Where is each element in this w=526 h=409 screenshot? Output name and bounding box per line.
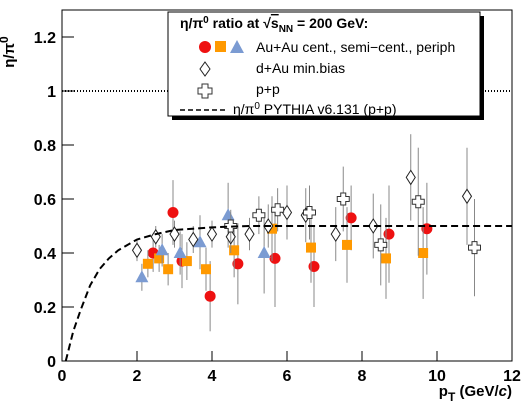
point bbox=[368, 218, 379, 234]
legend-pythia-b: PYTHIA v6.131 (p+p) bbox=[260, 101, 397, 117]
x-tick-label: 8 bbox=[358, 368, 367, 385]
legend-pythia-a: η/π bbox=[233, 101, 255, 117]
point bbox=[135, 270, 149, 283]
point bbox=[330, 226, 341, 243]
y-tick-label: 0.6 bbox=[34, 192, 56, 209]
x-tick-label: 2 bbox=[133, 368, 142, 385]
x-tick-label: 0 bbox=[58, 368, 67, 385]
point bbox=[345, 212, 357, 224]
y-label-sup: 0 bbox=[0, 36, 11, 43]
point bbox=[461, 188, 473, 205]
point bbox=[418, 248, 429, 258]
point bbox=[411, 195, 425, 209]
point bbox=[224, 219, 238, 233]
x-label-main: p bbox=[439, 383, 448, 400]
legend-label: Au+Au cent., semi−cent., periph bbox=[256, 39, 455, 55]
point bbox=[154, 253, 165, 264]
point bbox=[155, 243, 169, 256]
point bbox=[252, 208, 266, 222]
legend-title-s: s bbox=[271, 15, 279, 31]
y-label-main: η/π bbox=[1, 42, 18, 67]
legend-title-a: η/π bbox=[180, 15, 203, 31]
y-axis-label: η/π0 bbox=[0, 36, 18, 68]
point bbox=[336, 192, 350, 206]
legend-title: η/π0 ratio at √sNN = 200 GeV: bbox=[180, 15, 368, 35]
point bbox=[232, 258, 244, 270]
point bbox=[201, 264, 211, 275]
legend-pythia-sup: 0 bbox=[254, 101, 260, 112]
y-tick-label: 0 bbox=[47, 354, 56, 371]
legend-title-root: √ bbox=[263, 15, 271, 31]
legend-marker bbox=[199, 41, 211, 53]
point bbox=[269, 252, 281, 264]
legend-title-sup: 0 bbox=[203, 15, 209, 26]
x-axis-label: pT (GeV/c) bbox=[439, 383, 512, 404]
point bbox=[267, 223, 277, 234]
y-tick-label: 0.4 bbox=[34, 246, 56, 263]
point bbox=[244, 226, 255, 243]
point bbox=[150, 228, 161, 245]
point bbox=[303, 206, 316, 219]
y-tick-label: 1.2 bbox=[34, 30, 56, 47]
y-tick-label: 0.2 bbox=[34, 300, 56, 317]
point bbox=[306, 242, 316, 253]
x-tick-label: 12 bbox=[503, 368, 521, 385]
legend-label: p+p bbox=[256, 81, 280, 97]
x-tick-label: 6 bbox=[283, 368, 292, 385]
legend-label: η/π0 PYTHIA v6.131 (p+p) bbox=[233, 101, 396, 117]
legend-marker bbox=[199, 61, 211, 77]
legend-box bbox=[167, 11, 481, 117]
y-tick-label: 0.8 bbox=[34, 138, 56, 155]
point bbox=[204, 290, 216, 302]
x-tick-label: 4 bbox=[208, 368, 217, 385]
point bbox=[173, 246, 187, 258]
legend-title-c: = 200 GeV: bbox=[293, 15, 368, 31]
point bbox=[181, 256, 192, 267]
point bbox=[193, 235, 207, 248]
point bbox=[271, 203, 285, 217]
legend-marker bbox=[230, 40, 244, 53]
point bbox=[383, 228, 395, 240]
x-label-end: ) bbox=[507, 383, 512, 400]
legend-marker bbox=[215, 41, 226, 52]
point bbox=[142, 258, 153, 269]
point bbox=[163, 264, 174, 275]
point bbox=[131, 242, 143, 259]
point bbox=[167, 207, 179, 218]
point bbox=[381, 253, 391, 264]
legend: η/π0 ratio at √sNN = 200 GeV: Au+Au cent… bbox=[167, 11, 484, 120]
legend-marker bbox=[197, 83, 213, 99]
point bbox=[257, 246, 271, 258]
y-tick-label: 1 bbox=[47, 84, 56, 101]
point bbox=[342, 239, 352, 250]
x-label-sub: T bbox=[448, 390, 456, 404]
point bbox=[221, 208, 235, 221]
point bbox=[374, 238, 388, 252]
legend-label: d+Au min.bias bbox=[256, 60, 345, 76]
point bbox=[468, 241, 481, 255]
x-label-rest: (GeV/ bbox=[455, 383, 499, 400]
legend-title-sub: NN bbox=[279, 24, 293, 35]
x-label-italic: c bbox=[499, 383, 508, 400]
legend-title-b: ratio at bbox=[209, 15, 263, 31]
point bbox=[308, 261, 320, 272]
pythia-curve bbox=[64, 225, 512, 362]
x-tick-label: 10 bbox=[428, 368, 446, 385]
point bbox=[405, 169, 416, 186]
point bbox=[188, 231, 199, 248]
point bbox=[229, 245, 240, 256]
point bbox=[206, 226, 218, 243]
